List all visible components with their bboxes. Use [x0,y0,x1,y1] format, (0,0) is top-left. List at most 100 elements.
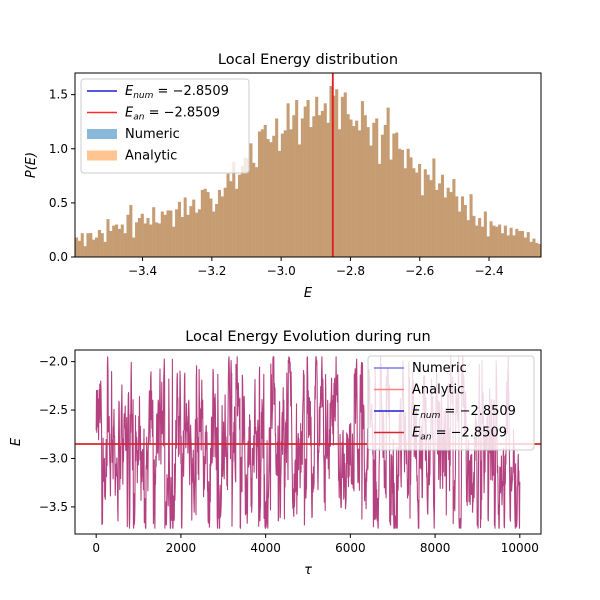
histogram-bar [340,96,344,257]
histogram-bar [366,127,370,257]
histogram-bar [129,205,133,257]
histogram-bar [369,145,373,257]
histogram-y-ticks: 0.0 0.5 1.0 1.5 [49,88,75,264]
y-tick-label: −2.5 [39,403,68,417]
histogram-bar [263,124,267,257]
histogram-bar [460,196,465,257]
legend-patch-swatch [87,129,117,139]
histogram-bar [180,216,184,257]
histogram-bar [209,198,213,257]
x-tick-label: 0 [92,541,100,555]
histogram-bar [163,214,167,257]
histogram-bar [275,118,279,257]
histogram-bar [80,233,84,257]
histogram-bar [443,197,447,257]
y-tick-label: 1.0 [49,142,68,156]
histogram-bar [277,150,282,257]
histogram-bar [155,222,159,257]
histogram-bar [283,130,287,257]
histogram-bar [266,139,270,257]
histogram-bar [143,223,147,257]
histogram-bar [469,194,473,257]
x-tick-label: 8000 [420,541,451,555]
histogram-bar [289,129,293,257]
trace-legend: Numeric Analytic Enum = −2.8509 Ean = −2.85… [367,355,535,451]
histogram-bar [383,124,387,257]
x-tick-label: −2.8 [336,264,365,278]
histogram-bar [432,158,436,257]
histogram-bar [286,103,290,258]
legend-entry-label: Numeric [412,361,467,376]
histogram-bar [152,207,156,257]
histogram-bar [255,167,259,257]
histogram-bar [292,115,296,257]
histogram-bar [329,85,333,257]
histogram-bar [115,224,119,257]
x-tick-label: −3.0 [267,264,296,278]
histogram-bar [412,168,416,257]
histogram-bar [320,110,324,257]
histogram-bar [206,192,210,257]
histogram-bar [480,226,485,257]
histogram-bar [515,228,519,257]
trace-y-ticks: −3.5 −3.0 −2.5 −2.0 [39,355,75,514]
histogram-bar [183,197,187,257]
histogram-bar [400,149,404,257]
histogram-bar [75,237,79,257]
histogram-bar [438,183,442,257]
histogram-bar [335,89,339,257]
histogram-bar [200,189,204,257]
histogram-bar [343,92,347,257]
histogram-bar [372,122,376,257]
histogram-bar [332,95,336,258]
histogram-bar [323,103,327,258]
histogram-bar [360,101,364,257]
histogram-bar [280,133,284,257]
histogram-bar [395,132,399,257]
histogram-bar [509,227,513,257]
legend-frame [367,355,535,451]
x-tick-label: −2.4 [474,264,503,278]
histogram-bar [243,157,247,257]
histogram-bar [95,237,99,257]
histogram-bar [420,195,424,257]
histogram-frame [74,72,542,258]
histogram-bar [123,233,127,257]
histogram-bar [252,162,256,257]
histogram-bar [229,181,233,257]
histogram-bar [503,225,507,257]
histogram-bar [326,122,330,257]
x-tick-label: −3.4 [128,264,157,278]
histogram-bar [338,129,342,257]
histogram-bar [472,215,476,257]
x-tick-label: 4000 [250,541,281,555]
histogram-bar [346,114,350,257]
histogram-bar [149,224,153,257]
histogram-bar [77,240,81,257]
histogram-bar [458,211,462,257]
trace-chart: Local Energy Evolution during run 0 2000 4… [9,329,542,578]
y-tick-label: −2.0 [39,355,68,369]
histogram-bar [538,244,542,257]
histogram-bar [226,173,230,257]
x-tick-label: −2.6 [405,264,434,278]
histogram-bar [455,196,459,257]
histogram-bar [386,107,390,258]
histogram-bar [137,218,141,257]
histogram-bar [120,224,124,257]
histogram-bar [435,189,439,257]
histogram-bar [363,115,367,257]
legend-entry-label: Ean = −2.8509 [412,426,507,443]
histogram-bar [83,246,87,257]
histogram-bar [300,118,304,257]
histogram-bar [506,235,510,257]
histogram-bar [378,163,382,257]
histogram-bar [355,120,359,257]
histogram-bar [169,210,173,257]
histogram-bar [449,192,453,257]
histogram-bar [297,144,302,257]
histogram-bar [429,180,433,257]
histogram-bar [260,129,264,257]
histogram-bar [232,161,236,257]
x-tick-label: 2000 [166,541,197,555]
